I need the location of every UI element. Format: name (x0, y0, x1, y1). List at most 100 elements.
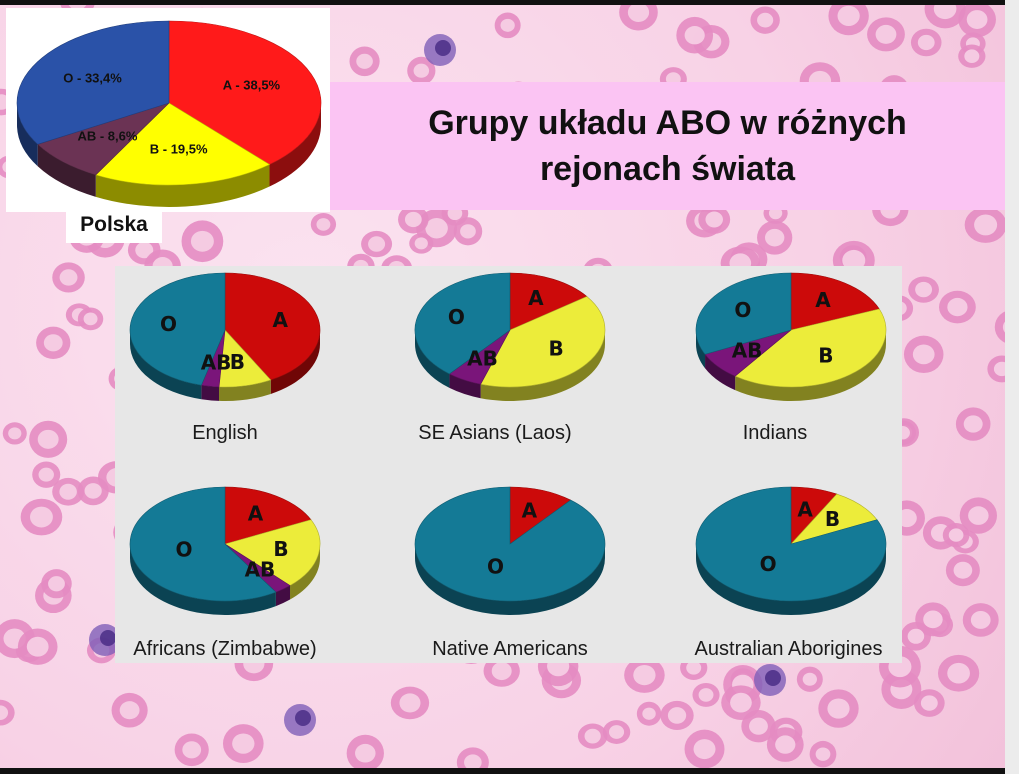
slide-title: Grupy układu ABO w różnych rejonach świa… (330, 82, 1005, 192)
pie-slice-o (695, 486, 887, 602)
pie-polska: A - 38,5% B - 19,5% AB - 8,6% O - 33,4% (16, 20, 322, 207)
red-blood-cell (310, 212, 337, 236)
red-blood-cell (52, 262, 85, 293)
pie-label-o: O - 33,4% (63, 71, 122, 86)
red-blood-cell (959, 497, 997, 534)
pie-label-ab: AB (245, 558, 276, 582)
red-blood-cell (741, 710, 776, 743)
pie-label-a: A (248, 502, 264, 526)
red-blood-cell (77, 307, 104, 331)
red-blood-cell (398, 205, 429, 234)
red-blood-cell (955, 407, 991, 441)
bottom-border (0, 768, 1019, 774)
pie-side-ab (705, 354, 736, 391)
pie-native-americans: AO (414, 486, 606, 615)
polska-label: Polska (66, 207, 162, 243)
title-line-2: rejonach świata (539, 150, 796, 188)
red-blood-cell (721, 685, 761, 720)
red-blood-cell (692, 682, 720, 707)
pie-slice-a (509, 272, 588, 331)
pie-slice-b (480, 296, 606, 388)
title-line-1: Grupy układu ABO w różnych (428, 104, 907, 142)
red-blood-cell (958, 44, 986, 68)
red-blood-cell (36, 326, 71, 359)
red-blood-cell (867, 17, 905, 52)
red-blood-cell (796, 666, 823, 692)
pie-side-b (735, 330, 886, 401)
red-blood-cell (456, 747, 489, 774)
red-blood-cell (913, 689, 945, 717)
pie-label-ab: AB (732, 338, 763, 362)
red-blood-cell (2, 422, 27, 445)
red-blood-cell (676, 16, 714, 54)
red-blood-cell (349, 46, 380, 77)
red-blood-cell (483, 655, 520, 687)
pie-label-a: A (815, 288, 831, 312)
caption-africans: Africans (Zimbabwe) (133, 638, 317, 660)
pie-label-b: B (818, 344, 833, 368)
red-blood-cell (361, 230, 393, 258)
pie-label-ab: AB (201, 350, 232, 374)
red-blood-cell (937, 654, 980, 692)
pie-side-b (480, 330, 605, 401)
red-blood-cell (32, 461, 61, 488)
pie-side-ab (37, 144, 96, 197)
caption-english: English (192, 422, 258, 444)
red-blood-cell (346, 734, 384, 772)
pie-slice-b (734, 308, 887, 388)
pie-slice-o (129, 486, 277, 602)
pie-label-a: A (272, 308, 288, 332)
pie-side-o (130, 544, 276, 615)
pie-label-a: A (528, 286, 544, 310)
pie-slice-o (695, 272, 792, 355)
pie-label-b: B (230, 350, 245, 374)
red-blood-cell (903, 335, 944, 374)
pie-slice-a (224, 272, 321, 381)
red-blood-cell (111, 692, 148, 728)
pie-label-o: O (487, 555, 504, 579)
red-blood-cell (222, 724, 264, 764)
pie-slice-a (224, 486, 312, 545)
white-blood-cell (284, 704, 316, 736)
red-blood-cell (453, 217, 483, 246)
pie-slice-a (168, 20, 322, 165)
pie-label-o: O (160, 312, 177, 336)
white-blood-cell (89, 624, 121, 656)
red-blood-cell (0, 699, 15, 726)
pie-australian-aborigines: A B O (695, 486, 887, 615)
pie-slice-o (16, 20, 170, 145)
red-blood-cell (660, 700, 694, 730)
pie-slice-o (129, 272, 226, 386)
pie-label-b: B (825, 507, 840, 531)
title-box: Grupy układu ABO w różnych rejonach świa… (330, 82, 1005, 210)
pie-slice-o (414, 486, 606, 602)
caption-indians: Indians (742, 422, 808, 444)
pie-label-o: O (760, 552, 777, 576)
pie-label-a: A - 38,5% (223, 78, 281, 93)
caption-native-americans: Native Americans (432, 638, 588, 660)
pie-label-ab: AB - 8,6% (77, 128, 137, 143)
red-blood-cell (636, 701, 662, 726)
pie-label-ab: AB (467, 346, 498, 370)
pie-label-b: B (548, 337, 563, 361)
red-blood-cell (17, 628, 58, 665)
red-blood-cell (29, 420, 68, 458)
red-blood-cell (52, 477, 85, 506)
red-blood-cell (910, 28, 942, 57)
red-blood-cell (942, 522, 970, 548)
red-blood-cell (757, 220, 793, 255)
red-blood-cell (602, 720, 631, 744)
red-blood-cell (409, 233, 434, 254)
red-blood-cell (181, 220, 224, 263)
pie-side-o (130, 330, 202, 400)
pie-slice-o (414, 272, 511, 375)
pie-label-a: A (797, 497, 813, 521)
top-border (0, 0, 1019, 5)
red-blood-cell (20, 498, 63, 536)
pie-slice-b (95, 102, 271, 186)
red-blood-cell (908, 276, 939, 303)
pie-label-a: A (522, 498, 538, 522)
pie-label-b: B (273, 537, 288, 561)
